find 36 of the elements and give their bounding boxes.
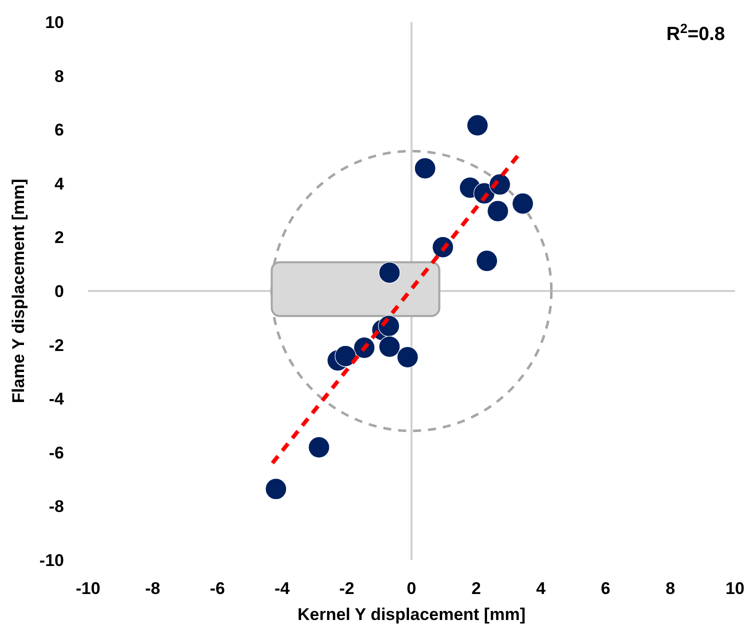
x-tick-label: 0 [406,579,416,598]
point [466,114,488,136]
x-tick-label: -6 [210,579,225,598]
y-tick-label: 2 [54,228,64,248]
point [378,262,400,284]
x-tick-label: 2 [471,579,481,598]
point [334,345,356,367]
y-tick-label: 0 [54,282,64,301]
y-tick-label: 8 [54,66,64,86]
y-tick-label: 6 [54,120,64,140]
x-axis-title: Kernel Y displacement [mm] [297,605,526,624]
x-tick-label: -2 [339,579,354,598]
x-tick-label: -10 [76,579,100,598]
point [476,250,498,272]
y-tick-label: -10 [39,550,64,570]
point [265,478,287,500]
y-tick-label: -8 [48,497,64,516]
y-axis-title: Flame Y displacement [mm] [9,178,28,404]
point [487,200,509,222]
x-tick-label: -8 [145,579,160,598]
point [396,346,418,368]
point [378,336,400,358]
y-tick-label: -6 [48,443,64,462]
point [512,192,534,214]
y-tick-label: -4 [48,390,65,409]
point [414,158,436,180]
x-tick-label: -4 [274,579,290,598]
x-tick-label: 10 [726,579,744,598]
x-tick-label: 4 [536,579,546,598]
y-tick-label: -2 [48,336,64,355]
x-tick-label: 8 [666,579,676,598]
annotation: R$^{2}$=0.8 [666,20,725,45]
point [308,436,330,458]
y-tick-label: 4 [54,174,65,194]
y-tick-label: 10 [45,12,64,32]
x-tick-label: 6 [600,579,610,598]
